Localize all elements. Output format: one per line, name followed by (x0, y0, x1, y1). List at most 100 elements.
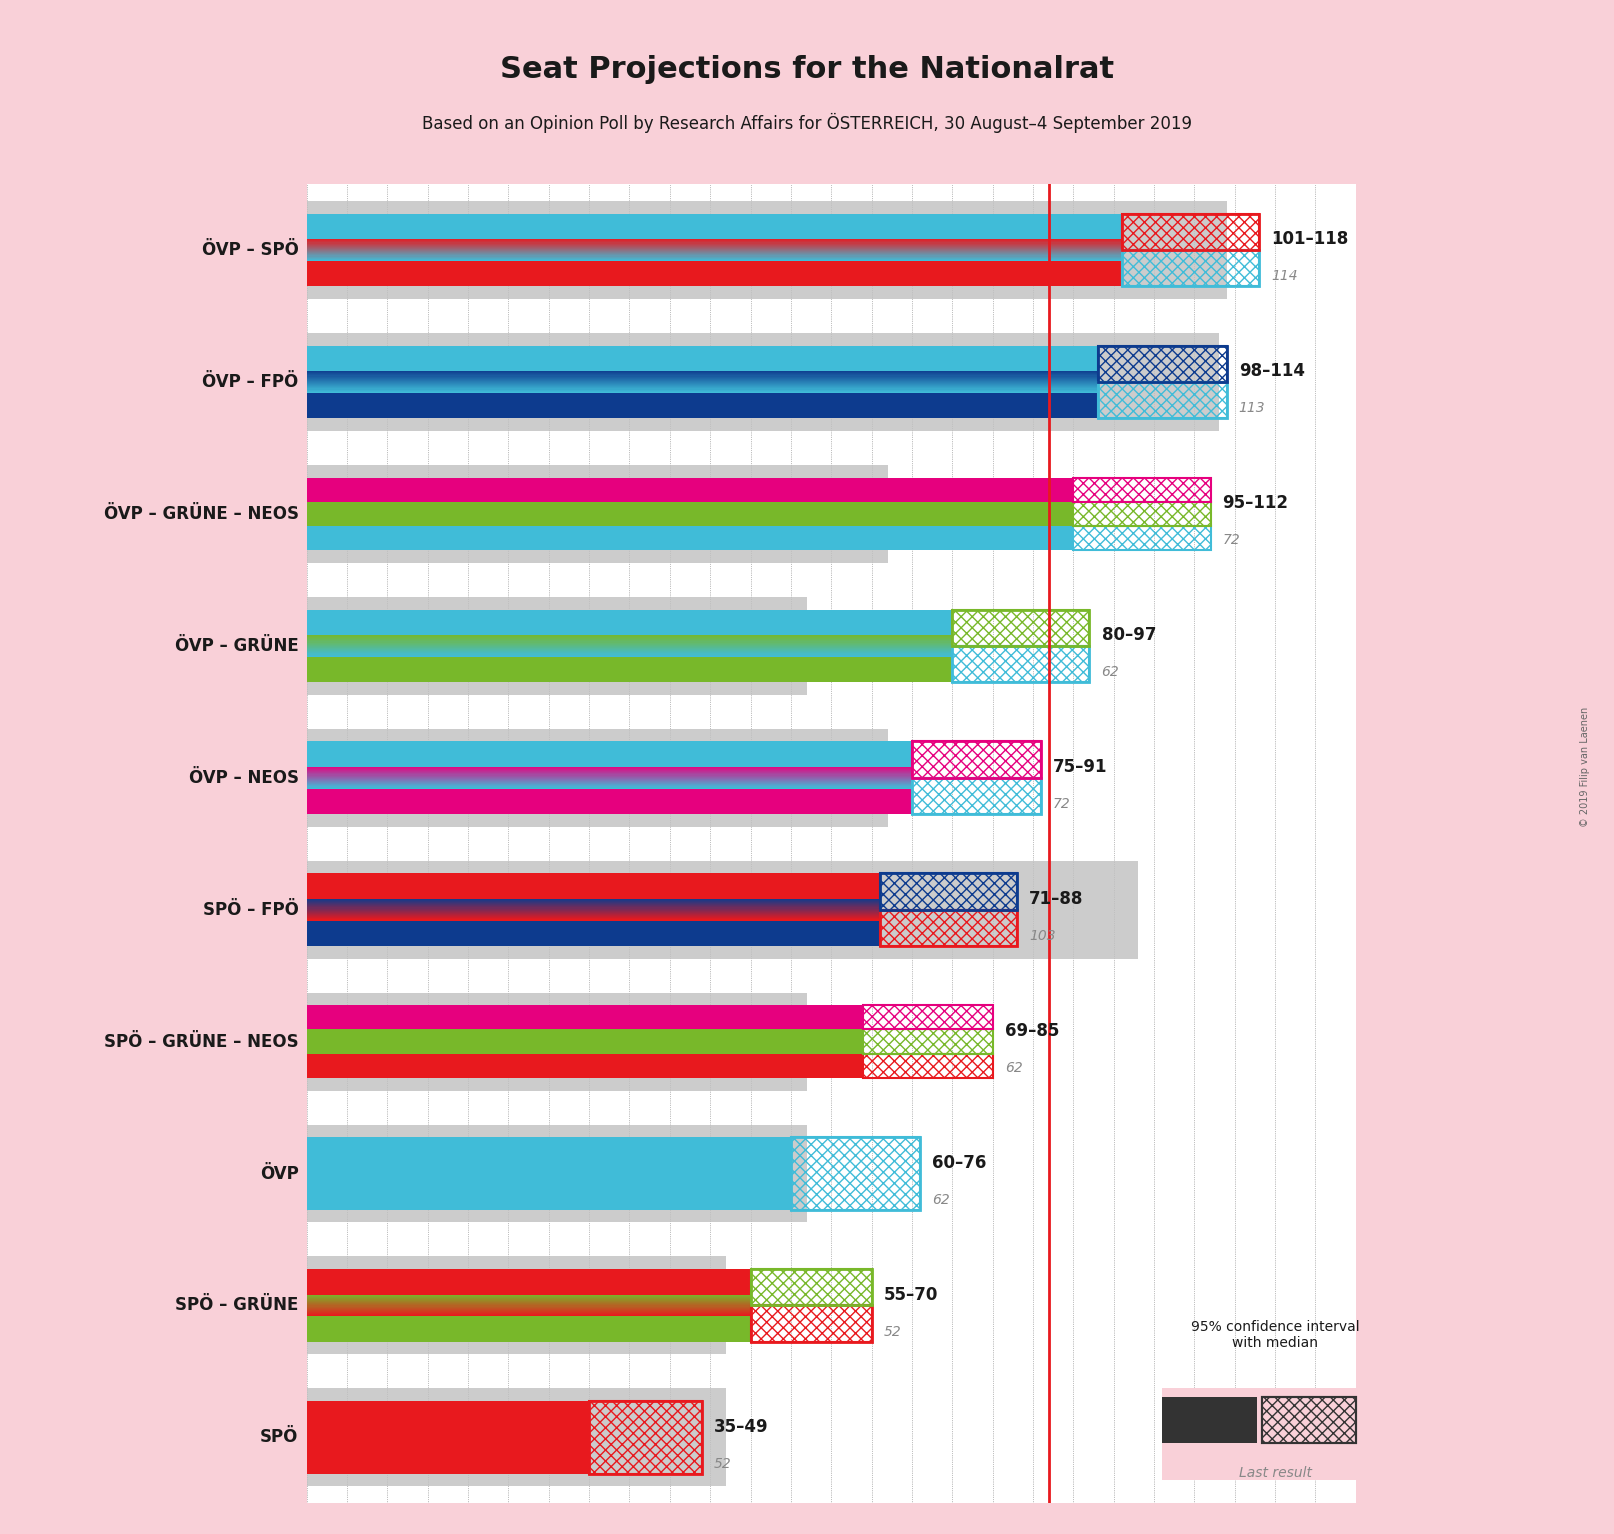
Text: 95–112: 95–112 (1223, 494, 1288, 512)
Bar (912, 741, 1041, 778)
Bar (589, 1401, 702, 1474)
Bar (952, 646, 1089, 683)
Bar (912, 778, 1041, 815)
Bar (307, 1269, 751, 1305)
Text: SPÖ – GRÜNE – NEOS: SPÖ – GRÜNE – NEOS (103, 1032, 299, 1051)
Bar (307, 992, 807, 1091)
Bar (307, 741, 912, 778)
Bar (307, 1401, 589, 1474)
Bar (307, 1137, 791, 1210)
Bar (1122, 250, 1259, 287)
Bar (1122, 250, 1259, 287)
Bar (751, 1269, 872, 1305)
Bar (1262, 1397, 1356, 1443)
Bar (307, 646, 952, 683)
Bar (1073, 526, 1210, 551)
Text: ÖVP – GRÜNE – NEOS: ÖVP – GRÜNE – NEOS (103, 505, 299, 523)
Bar (307, 345, 1098, 382)
Bar (863, 1029, 993, 1054)
Text: 114: 114 (1272, 270, 1298, 284)
Bar (307, 910, 880, 946)
Bar (1098, 345, 1227, 382)
Bar (1122, 213, 1259, 250)
Bar (307, 873, 880, 910)
Text: 52: 52 (715, 1457, 731, 1471)
Text: 55–70: 55–70 (884, 1285, 938, 1304)
Bar (952, 609, 1089, 646)
Text: 71–88: 71–88 (1030, 890, 1083, 908)
Bar (863, 1005, 993, 1029)
Bar (307, 1256, 726, 1355)
Text: 75–91: 75–91 (1054, 758, 1107, 776)
Bar (307, 382, 1098, 419)
Text: Seat Projections for the Nationalrat: Seat Projections for the Nationalrat (500, 55, 1114, 83)
Text: 60–76: 60–76 (933, 1154, 986, 1172)
Text: ÖVP – SPÖ: ÖVP – SPÖ (202, 241, 299, 259)
Bar (307, 609, 952, 646)
Text: 62: 62 (933, 1193, 949, 1207)
Text: 72: 72 (1223, 534, 1240, 548)
Text: ÖVP: ÖVP (260, 1164, 299, 1183)
Text: 52: 52 (884, 1325, 901, 1339)
Bar (307, 1388, 726, 1486)
Bar (1073, 477, 1210, 502)
Bar (880, 910, 1017, 946)
Text: 35–49: 35–49 (715, 1417, 768, 1436)
Bar (1122, 213, 1259, 250)
Bar (1098, 382, 1227, 419)
Bar (307, 729, 888, 827)
Bar (307, 861, 1138, 959)
Bar (307, 526, 1073, 551)
Bar (307, 250, 1122, 287)
Bar (880, 910, 1017, 946)
Text: 69–85: 69–85 (1004, 1022, 1059, 1040)
Bar (880, 873, 1017, 910)
Bar (863, 1054, 993, 1078)
Text: ÖVP – GRÜNE: ÖVP – GRÜNE (174, 637, 299, 655)
Bar (1073, 502, 1210, 526)
Bar (1098, 382, 1227, 419)
Bar (1262, 1397, 1356, 1443)
Text: 95% confidence interval
with median: 95% confidence interval with median (1191, 1319, 1359, 1350)
Bar (751, 1305, 872, 1342)
Bar (880, 873, 1017, 910)
Bar (307, 213, 1122, 250)
Text: © 2019 Filip van Laenen: © 2019 Filip van Laenen (1580, 707, 1590, 827)
Bar (307, 1029, 863, 1054)
Text: 72: 72 (1054, 798, 1070, 811)
Text: SPÖ – FPÖ: SPÖ – FPÖ (203, 900, 299, 919)
Bar (912, 778, 1041, 815)
Bar (1098, 345, 1227, 382)
Text: SPÖ – GRÜNE: SPÖ – GRÜNE (176, 1296, 299, 1315)
Bar (952, 646, 1089, 683)
Text: 113: 113 (1240, 402, 1265, 416)
Bar (307, 333, 1219, 431)
Bar (307, 1305, 751, 1342)
Text: 80–97: 80–97 (1102, 626, 1156, 644)
Bar (307, 465, 888, 563)
Text: ÖVP – NEOS: ÖVP – NEOS (189, 769, 299, 787)
Bar (1162, 1397, 1257, 1443)
Text: Last result: Last result (1238, 1467, 1312, 1480)
Bar (952, 609, 1089, 646)
Text: 62: 62 (1102, 666, 1119, 680)
Text: 103: 103 (1030, 930, 1056, 943)
Bar (791, 1137, 920, 1210)
Bar (307, 1005, 863, 1029)
Text: ÖVP – FPÖ: ÖVP – FPÖ (202, 373, 299, 391)
Bar (912, 741, 1041, 778)
Bar (791, 1137, 920, 1210)
Text: 98–114: 98–114 (1240, 362, 1304, 380)
Bar (307, 1054, 863, 1078)
Bar (589, 1401, 702, 1474)
Bar (307, 778, 912, 815)
Bar (307, 597, 807, 695)
Bar (751, 1305, 872, 1342)
Bar (307, 201, 1227, 299)
Text: 62: 62 (1004, 1062, 1022, 1075)
Text: SPÖ: SPÖ (260, 1428, 299, 1447)
Text: 101–118: 101–118 (1272, 230, 1348, 249)
Bar (307, 477, 1073, 502)
Bar (751, 1269, 872, 1305)
Bar (307, 1124, 807, 1223)
